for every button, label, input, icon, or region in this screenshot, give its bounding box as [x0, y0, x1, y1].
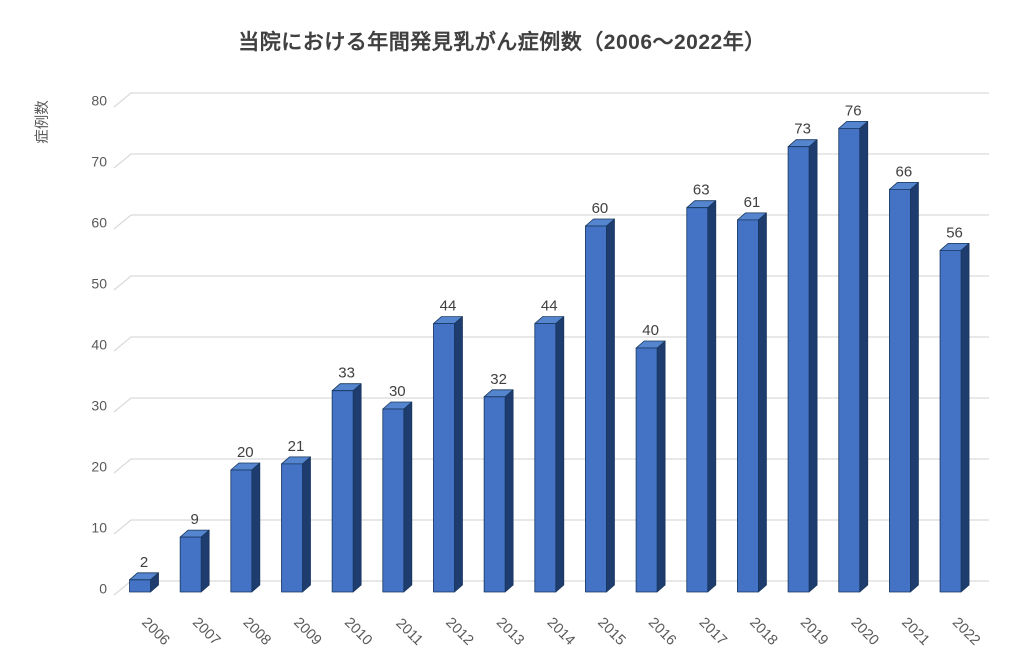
bar-value-label: 66	[896, 163, 913, 180]
bar-value-label: 73	[794, 121, 811, 138]
gridline	[113, 153, 989, 169]
bar-front-face	[838, 127, 861, 593]
x-tick-label: 2016	[645, 615, 679, 649]
bar-value-label: 2	[140, 554, 148, 571]
y-tick-label: 20	[91, 459, 107, 475]
y-tick-label: 70	[91, 154, 107, 170]
y-tick-label: 30	[91, 398, 107, 414]
bar-side-face	[960, 242, 970, 593]
x-tick-label: 2012	[442, 615, 476, 649]
bar-value-label: 21	[288, 438, 305, 455]
x-tick-label: 2008	[240, 615, 274, 649]
bar-value-label: 30	[389, 383, 406, 400]
bar-front-face	[686, 207, 709, 593]
gridline	[113, 92, 989, 108]
y-axis-title: 症例数	[34, 100, 51, 144]
y-tick-label: 80	[91, 93, 107, 109]
bar-value-label: 33	[338, 365, 355, 382]
y-tick-label: 50	[91, 276, 107, 292]
bar-side-face	[200, 529, 210, 593]
bar-front-face	[433, 323, 455, 593]
bar-side-face	[302, 456, 311, 593]
bar-side-face	[555, 316, 565, 593]
y-tick-label: 40	[91, 337, 107, 353]
bar-front-face	[281, 463, 303, 593]
x-tick-label: 2011	[392, 615, 425, 648]
bar-front-face	[534, 323, 557, 593]
bar-side-face	[859, 121, 869, 593]
bar-front-face	[635, 347, 658, 593]
x-tick-label: 2007	[189, 615, 223, 649]
y-tick-label: 0	[99, 581, 107, 597]
bar-side-face	[606, 218, 615, 593]
bar-side-face	[352, 383, 362, 593]
chart-title: 当院における年間発見乳がん症例数（2006～2022年）	[238, 31, 766, 54]
bar-value-label: 61	[744, 194, 761, 211]
bar-value-label: 44	[541, 298, 558, 315]
x-tick-label: 2019	[797, 615, 831, 649]
x-tick-label: 2014	[544, 615, 578, 649]
bar-front-face	[939, 249, 962, 593]
bar-front-face	[129, 579, 151, 593]
bar-front-face	[483, 396, 506, 593]
bar-side-face	[656, 340, 666, 593]
x-tick-label: 2022	[949, 615, 983, 649]
y-tick-label: 60	[91, 215, 107, 231]
bar-front-face	[331, 390, 354, 593]
x-tick-label: 2018	[746, 615, 780, 649]
bar-value-label: 40	[642, 322, 659, 339]
bar-side-face	[910, 181, 919, 593]
x-tick-label: 2006	[138, 615, 172, 649]
x-tick-label: 2010	[341, 615, 375, 649]
bar-value-label: 56	[946, 224, 963, 241]
x-tick-label: 2009	[290, 615, 324, 649]
bar-front-face	[230, 469, 253, 593]
x-tick-label: 2021	[898, 615, 932, 649]
y-tick-label: 10	[91, 520, 107, 536]
bar-value-label: 44	[440, 298, 457, 315]
x-tick-label: 2013	[493, 615, 527, 649]
bar-value-label: 9	[190, 511, 198, 528]
bar-front-face	[585, 225, 607, 593]
x-tick-label: 2017	[696, 615, 730, 649]
x-tick-label: 2015	[594, 615, 628, 649]
bars-group	[129, 121, 970, 593]
bar-front-face	[382, 408, 405, 593]
bar-front-face	[889, 188, 911, 593]
bar-value-label: 63	[693, 182, 710, 199]
bar-side-face	[504, 389, 514, 593]
bar-side-face	[808, 139, 818, 593]
bar-value-label: 60	[592, 200, 609, 217]
bar-side-face	[758, 212, 767, 593]
x-tick-label: 2020	[848, 615, 882, 649]
bar-value-label: 76	[845, 102, 862, 119]
bar-side-face	[403, 401, 413, 593]
bar-front-face	[737, 219, 759, 593]
bar-value-label: 32	[490, 371, 507, 388]
bar-side-face	[251, 462, 261, 593]
bar-side-face	[707, 200, 717, 593]
bar-side-face	[454, 316, 463, 593]
bar-front-face	[787, 146, 810, 593]
bar-front-face	[179, 536, 202, 593]
bar-value-label: 20	[237, 444, 254, 461]
